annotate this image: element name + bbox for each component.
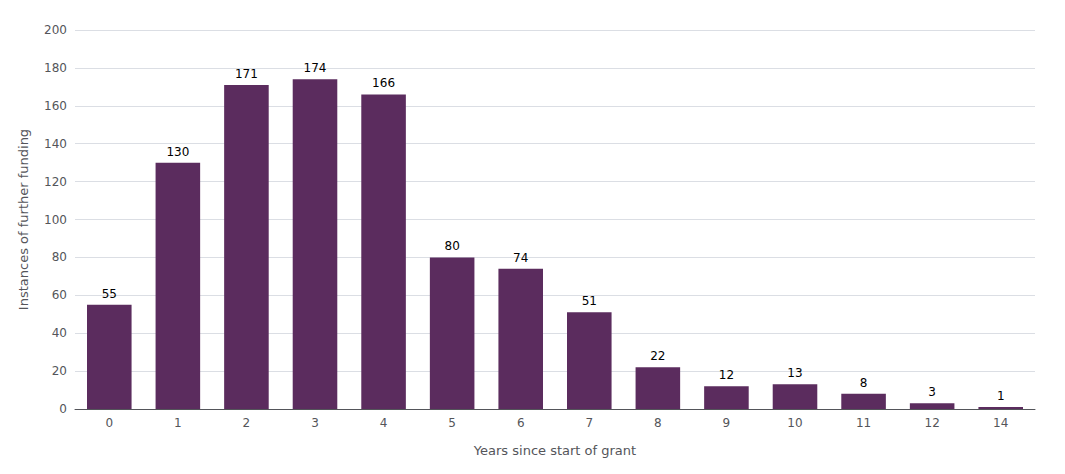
svg-text:14: 14 <box>993 416 1008 430</box>
svg-text:3: 3 <box>311 416 319 430</box>
svg-text:1: 1 <box>997 389 1005 403</box>
svg-text:120: 120 <box>44 175 67 189</box>
svg-text:5: 5 <box>448 416 456 430</box>
svg-text:13: 13 <box>787 366 802 380</box>
svg-text:60: 60 <box>52 288 67 302</box>
svg-text:22: 22 <box>650 349 665 363</box>
svg-text:8: 8 <box>860 376 868 390</box>
svg-text:55: 55 <box>102 287 117 301</box>
svg-text:160: 160 <box>44 99 67 113</box>
svg-text:51: 51 <box>582 294 597 308</box>
svg-text:12: 12 <box>925 416 940 430</box>
svg-text:11: 11 <box>856 416 871 430</box>
svg-text:2: 2 <box>243 416 251 430</box>
svg-text:6: 6 <box>517 416 525 430</box>
svg-text:100: 100 <box>44 213 67 227</box>
svg-text:1: 1 <box>174 416 182 430</box>
svg-text:174: 174 <box>304 61 327 75</box>
svg-text:130: 130 <box>166 145 189 159</box>
svg-text:74: 74 <box>513 251 528 265</box>
svg-text:180: 180 <box>44 61 67 75</box>
svg-text:Years since start of grant: Years since start of grant <box>473 443 636 458</box>
svg-text:7: 7 <box>585 416 593 430</box>
svg-text:12: 12 <box>719 368 734 382</box>
svg-text:171: 171 <box>235 67 258 81</box>
svg-text:200: 200 <box>44 23 67 37</box>
svg-text:3: 3 <box>928 385 936 399</box>
svg-text:10: 10 <box>787 416 802 430</box>
svg-text:140: 140 <box>44 137 67 151</box>
svg-text:8: 8 <box>654 416 662 430</box>
svg-text:80: 80 <box>52 250 67 264</box>
svg-text:0: 0 <box>105 416 113 430</box>
svg-text:0: 0 <box>59 402 67 416</box>
svg-text:Instances of further funding: Instances of further funding <box>16 129 31 310</box>
svg-text:9: 9 <box>723 416 731 430</box>
svg-text:20: 20 <box>52 364 67 378</box>
svg-text:4: 4 <box>380 416 388 430</box>
svg-text:40: 40 <box>52 326 67 340</box>
svg-text:80: 80 <box>445 239 460 253</box>
svg-text:166: 166 <box>372 76 395 90</box>
